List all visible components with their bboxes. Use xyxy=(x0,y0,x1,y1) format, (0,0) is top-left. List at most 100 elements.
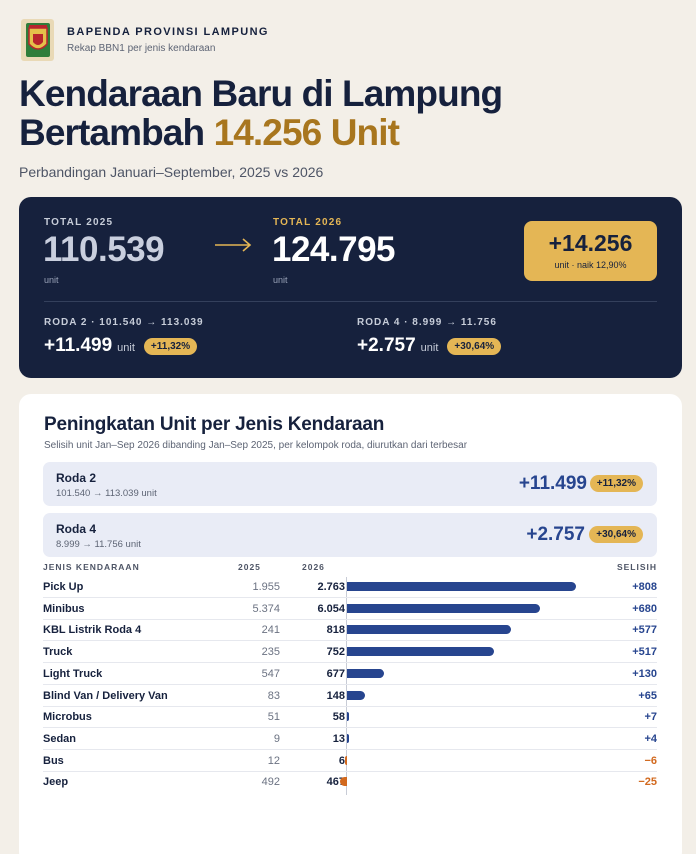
diff-value: +577 xyxy=(632,624,657,637)
diff-value: +680 xyxy=(632,602,657,615)
card-title: Peningkatan Unit per Jenis Kendaraan xyxy=(44,414,385,435)
table-row: Jeep 492 467 −25 xyxy=(43,772,657,793)
table-row: Microbus 51 58 +7 xyxy=(43,707,657,729)
diff-value: +7 xyxy=(644,711,657,724)
roda4-summary: +2.757 unit +30,64% xyxy=(357,335,502,357)
units-2025: 492 xyxy=(261,776,280,789)
vehicle-type: Minibus xyxy=(43,602,85,615)
units-2025: 235 xyxy=(261,646,280,659)
units-2025: 547 xyxy=(261,667,280,680)
units-2025: 51 xyxy=(267,711,280,724)
table-row: Minibus 5.374 6.054 +680 xyxy=(43,599,657,620)
table-row: Sedan 9 13 +4 xyxy=(43,729,657,750)
page-title: Kendaraan Baru di Lampung Bertambah 14.2… xyxy=(19,73,503,152)
title-line-1: Kendaraan Baru di Lampung xyxy=(19,73,503,114)
units-2026: 677 xyxy=(326,667,345,680)
total-2025-unit: unit xyxy=(44,275,59,285)
roda2-summary-label: RODA 2 · 101.540 → 113.039 xyxy=(44,317,204,328)
diff-bar xyxy=(347,712,349,722)
summary-divider xyxy=(44,301,657,302)
card-subtitle: Selisih unit Jan–Sep 2026 dibanding Jan–… xyxy=(44,440,468,451)
group-name: Roda 2 xyxy=(56,471,97,485)
diff-value: +808 xyxy=(632,581,657,593)
diff-bar xyxy=(347,603,540,613)
group-range: 101.540 → 113.039 unit xyxy=(56,488,157,499)
units-2025: 241 xyxy=(261,624,280,637)
group-value: +2.757 xyxy=(526,524,585,545)
title-line-2: Bertambah 14.256 Unit xyxy=(19,113,502,152)
units-2026: 6 xyxy=(338,754,345,767)
roda4-summary-unit: unit xyxy=(420,342,439,354)
lampung-logo-icon xyxy=(21,19,54,61)
vehicle-type: Light Truck xyxy=(43,667,103,680)
col-header-2026: 2026 xyxy=(302,562,325,572)
roda2-summary: +11.499 unit +11,32% xyxy=(44,335,198,357)
units-2025: 12 xyxy=(267,754,280,767)
vehicle-type: Pick Up xyxy=(43,581,84,593)
total-delta-value: +14.256 xyxy=(548,230,633,256)
roda2-summary-pct: +11,32% xyxy=(143,338,198,355)
diff-bar xyxy=(347,690,366,700)
diff-value: −25 xyxy=(638,776,657,789)
title-accent: 14.256 Unit xyxy=(213,112,400,153)
units-2026: 2.763 xyxy=(317,581,345,593)
group-value: +11.499 xyxy=(518,473,587,494)
vehicle-type: Jeep xyxy=(43,776,69,789)
table-row: Truck 235 752 +517 xyxy=(43,642,657,664)
total-2026-label: TOTAL 2026 xyxy=(273,217,343,228)
units-2025: 5.374 xyxy=(252,602,280,615)
arrow-right-icon xyxy=(215,237,253,258)
diff-bar xyxy=(347,625,511,635)
diff-value: −6 xyxy=(644,754,657,767)
vehicle-type: Bus xyxy=(43,754,64,767)
group-roda2: Roda 2 101.540 → 113.039 unit +11.499 +1… xyxy=(43,462,657,506)
total-2026-value: 124.795 xyxy=(272,230,396,269)
vehicle-type: Truck xyxy=(43,646,73,659)
group-roda4: Roda 4 8.999 → 11.756 unit +2.757 +30,64… xyxy=(43,513,657,557)
title-prefix: Bertambah xyxy=(19,112,214,153)
vehicle-type: Sedan xyxy=(43,732,77,745)
diff-bar xyxy=(347,668,384,678)
brand-subtitle: Rekap BBN1 per jenis kendaraan xyxy=(67,43,216,54)
roda2-summary-unit: unit xyxy=(117,342,135,354)
units-2026: 13 xyxy=(332,732,345,745)
brand-title: BAPENDA PROVINSI LAMPUNG xyxy=(67,26,269,38)
total-2025-value: 110.539 xyxy=(43,230,165,269)
diff-bar xyxy=(339,777,347,787)
vehicle-type: Blind Van / Delivery Van xyxy=(43,689,168,702)
diff-bar xyxy=(347,582,576,591)
page-subtitle: Perbandingan Januari–September, 2025 vs … xyxy=(19,164,324,180)
diff-bar xyxy=(347,733,349,743)
vehicle-type: KBL Listrik Roda 4 xyxy=(43,624,142,637)
table-row: Light Truck 547 677 +130 xyxy=(43,664,657,685)
group-range: 8.999 → 11.756 unit xyxy=(56,539,141,550)
units-2026: 148 xyxy=(326,689,345,702)
vehicle-type: Microbus xyxy=(43,711,92,724)
roda4-summary-label: RODA 4 · 8.999 → 11.756 xyxy=(357,317,497,328)
roda4-summary-value: +2.757 xyxy=(357,335,416,356)
table-row: Bus 12 6 −6 xyxy=(43,751,657,772)
table-row: Pick Up 1.955 2.763 +808 xyxy=(43,577,657,598)
col-header-diff: SELISIH xyxy=(616,562,657,572)
summary-panel: TOTAL 2025 110.539 unit TOTAL 2026 124.7… xyxy=(19,197,682,378)
units-2025: 83 xyxy=(267,689,280,702)
roda2-summary-value: +11.499 xyxy=(44,335,113,356)
units-2026: 818 xyxy=(326,624,345,637)
total-delta-badge: +14.256 unit · naik 12,90% xyxy=(524,221,657,281)
units-2026: 6.054 xyxy=(317,602,345,615)
diff-value: +517 xyxy=(632,646,657,659)
diff-value: +130 xyxy=(632,667,657,680)
units-2025: 9 xyxy=(273,732,280,745)
units-2025: 1.955 xyxy=(252,581,280,593)
table-row: Blind Van / Delivery Van 83 148 +65 xyxy=(43,686,657,707)
units-2026: 58 xyxy=(332,711,345,724)
group-pct-badge: +30,64% xyxy=(589,526,643,543)
col-header-2025: 2025 xyxy=(238,562,261,572)
table-row: KBL Listrik Roda 4 241 818 +577 xyxy=(43,620,657,642)
bar-zero-axis xyxy=(346,577,347,795)
diff-value: +4 xyxy=(644,732,657,745)
total-delta-note: unit · naik 12,90% xyxy=(554,260,627,270)
col-header-name: JENIS KENDARAAN xyxy=(43,562,140,572)
total-2026-unit: unit xyxy=(273,275,288,285)
group-name: Roda 4 xyxy=(56,522,97,536)
